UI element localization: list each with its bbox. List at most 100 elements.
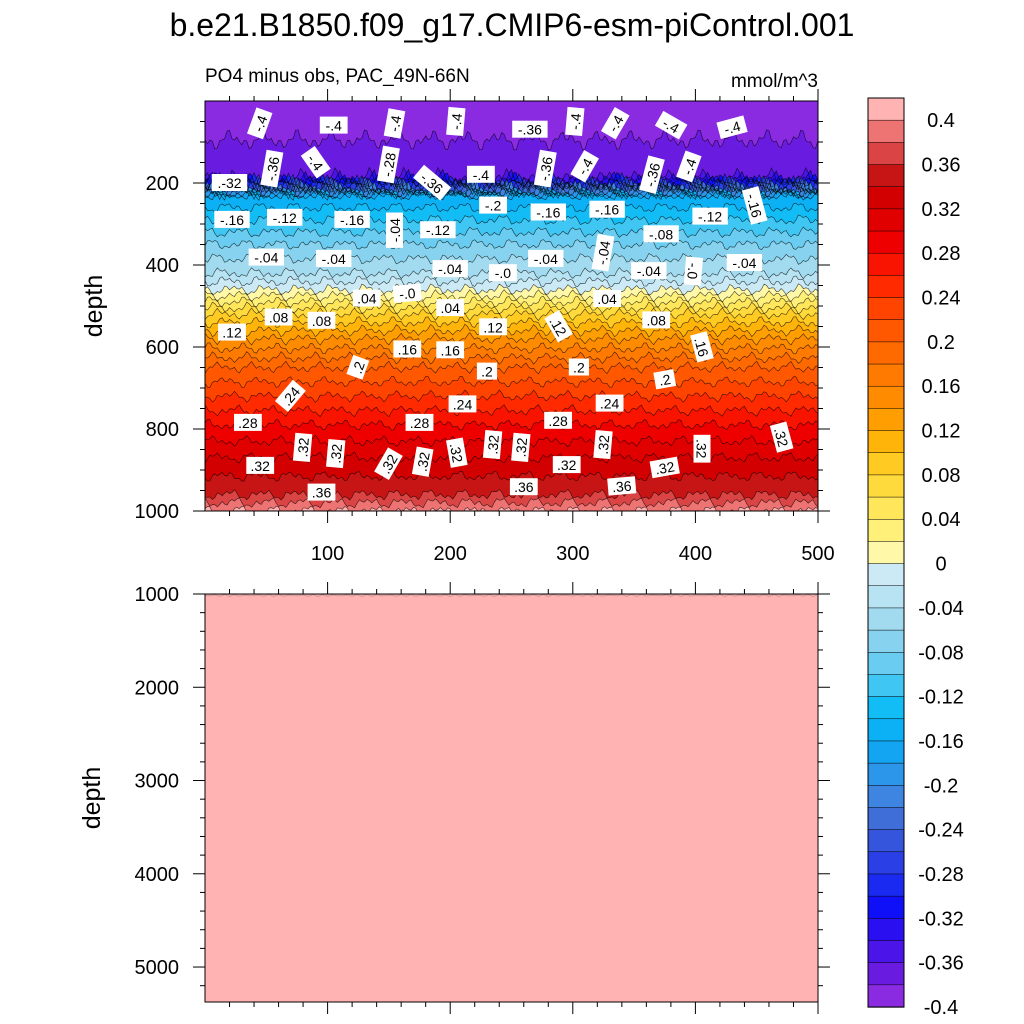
- contour-line: [205, 360, 818, 375]
- contour-label-box: [568, 358, 589, 376]
- contour-line: [205, 168, 818, 193]
- contour-label: -.16: [334, 210, 370, 228]
- contour-label: -.4: [600, 106, 630, 140]
- y-tick-label: 1000: [135, 584, 180, 606]
- contour-label: .04: [352, 289, 381, 307]
- contour-label-text: .32: [771, 426, 792, 449]
- colorbar-swatch: [867, 496, 905, 520]
- colorbar-swatch: [867, 518, 905, 543]
- contour-label-text: .08: [269, 310, 289, 326]
- contour-label-text: .28: [238, 415, 258, 431]
- contour-label-text: .2: [481, 364, 493, 380]
- contour-label: -.16: [214, 210, 250, 228]
- contour-line: [205, 323, 818, 338]
- contour-label-text: -.04: [534, 251, 558, 267]
- contour-label: .32: [411, 446, 434, 477]
- contour-label-text: .12: [483, 319, 503, 335]
- contour-label-box: [436, 299, 465, 317]
- contour-label: .16: [393, 340, 422, 358]
- contour-line: [205, 351, 818, 365]
- contour-line: [205, 389, 818, 403]
- contour-label-box: [589, 200, 625, 218]
- contour-label-box: [246, 456, 275, 474]
- contour-label: -.4: [300, 145, 331, 179]
- colorbar-label: 0.4: [927, 110, 955, 132]
- contour-label-text: -.16: [340, 212, 364, 228]
- colorbar-label: 0.04: [922, 509, 961, 531]
- contour-line: [205, 376, 818, 388]
- contour-label-text: .-32: [217, 175, 241, 191]
- contour-label-box: [248, 248, 284, 266]
- contour-label-text: .16: [691, 336, 712, 359]
- contour-line: [205, 497, 818, 509]
- contour-line: [205, 331, 818, 346]
- colorbar-label: -0.36: [918, 953, 964, 975]
- contour-label-box: [533, 149, 557, 188]
- contour-label-text: -.36: [536, 155, 556, 182]
- contour-label-text: -.16: [220, 212, 244, 228]
- lower-ylabel: depth: [78, 767, 106, 830]
- contour-label-box: [326, 438, 346, 469]
- contour-label-text: .2: [573, 360, 585, 376]
- contour-label-text: -.04: [322, 251, 346, 267]
- y-tick-label: 400: [146, 255, 179, 277]
- contour-label-box: [511, 432, 531, 462]
- colorbar-label: 0.36: [922, 155, 961, 177]
- colorbar-swatch: [867, 208, 905, 232]
- lower-top-line: [205, 594, 818, 598]
- colorbar-swatch: [867, 252, 905, 277]
- contour-label-box: [692, 207, 728, 225]
- contour-label-box: [383, 108, 406, 139]
- contour-label-box: [267, 208, 303, 226]
- upper-axes: 100 200 300 400 500 200 400 600 800 1000: [135, 89, 835, 565]
- contour-label: -.04: [248, 248, 284, 266]
- lower-panel: 1000 2000 3000 4000 5000 depth: [78, 582, 830, 1014]
- contour-label-box: [393, 340, 422, 358]
- contour-label: .08: [307, 311, 336, 329]
- colorbar-swatch: [867, 97, 905, 121]
- contour-label-box: [352, 289, 381, 307]
- contour-label-text: .2: [658, 371, 672, 389]
- contour-label-box: [334, 210, 370, 228]
- contour-label-text: -.04: [732, 255, 756, 271]
- contour-label: -.0: [489, 264, 517, 282]
- contour-label-text: -.08: [649, 226, 673, 242]
- contour-label-box: [292, 432, 313, 462]
- contour-label: -.04: [631, 262, 667, 280]
- contour-label: .32: [292, 432, 313, 462]
- contour-label-box: [643, 225, 679, 243]
- colorbar-label: 0.24: [922, 288, 961, 310]
- contour-line: [205, 186, 818, 198]
- lower-axes: 1000 2000 3000 4000 5000: [135, 582, 830, 1014]
- contour-label-text: -.2: [485, 198, 502, 214]
- contour-line: [205, 470, 818, 482]
- contour-label-box: [448, 395, 477, 413]
- contour-label-box: [479, 318, 507, 336]
- contour-label-box: [769, 421, 794, 453]
- contour-label: .2: [476, 362, 498, 380]
- contour-label-text: -.12: [426, 222, 450, 238]
- colorbar-swatch: [867, 319, 905, 343]
- contour-line: [205, 253, 818, 265]
- contour-label-box: [482, 429, 503, 460]
- colorbar-frame: [867, 97, 905, 1008]
- contour-label-box: [376, 145, 400, 184]
- contour-label: .12: [479, 318, 507, 336]
- colorbar-swatch: [867, 740, 905, 764]
- contour-label: -.36: [533, 149, 557, 188]
- colorbar-label: -0.16: [918, 731, 964, 753]
- contour-label-text: .32: [595, 434, 613, 455]
- contour-label: .16: [690, 331, 714, 363]
- colorbar-swatch: [867, 142, 905, 166]
- colorbar-swatch: [867, 474, 905, 498]
- contour-label-text: .24: [453, 396, 473, 412]
- x-tick-label: 500: [801, 543, 834, 565]
- contour-line: [205, 171, 818, 196]
- contour-label-box: [607, 476, 637, 496]
- upper-panel: -.4 -.4 -.4 -.4 -.36 -.4 -.4 -.4 -.4.-32-.36 -.4-…: [80, 89, 835, 565]
- contour-line: [205, 239, 818, 250]
- colorbar-label: -0.2: [924, 775, 958, 797]
- contour-label: .32: [446, 437, 468, 468]
- contour-label-box: [544, 411, 572, 429]
- colorbar-label: 0.28: [922, 243, 961, 265]
